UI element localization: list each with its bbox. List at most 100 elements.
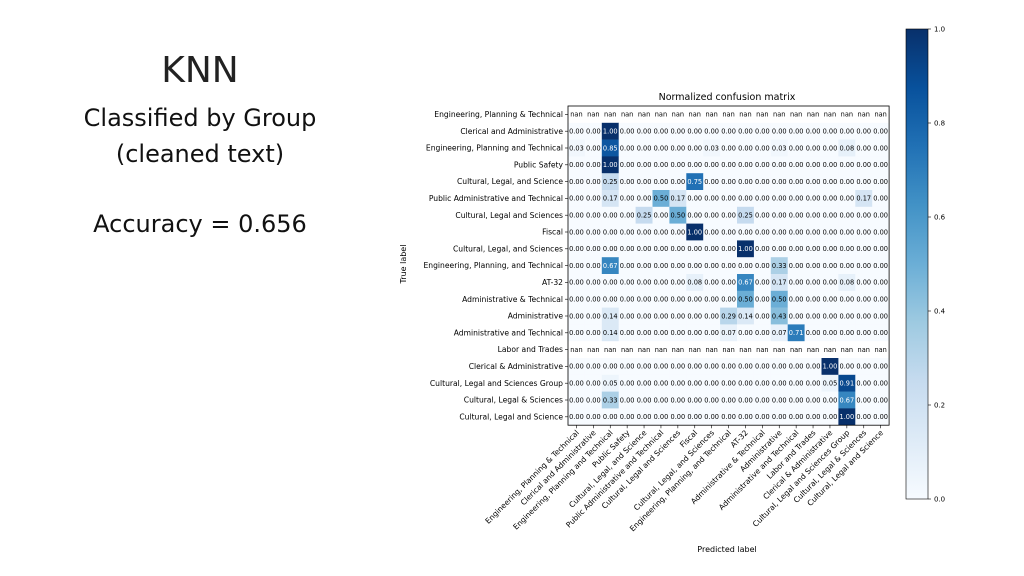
cell-value-label: 0.00 [772, 228, 787, 236]
cell-value-label: nan [587, 346, 599, 354]
cell-value-label: 0.25 [603, 178, 618, 186]
matrix-cell [753, 190, 772, 208]
cell-value-label: 0.00 [654, 413, 669, 421]
matrix-cell [703, 223, 721, 241]
cell-value-label: 0.00 [620, 161, 635, 169]
cell-value-label: 0.00 [789, 161, 804, 169]
cell-value-label: 0.00 [823, 245, 838, 253]
matrix-cell [855, 274, 873, 292]
cell-value-label: 0.00 [654, 329, 669, 337]
matrix-cell [601, 307, 619, 325]
cell-value-label: 0.00 [671, 296, 686, 304]
cell-value-label: 0.00 [721, 245, 736, 253]
matrix-cell [787, 257, 805, 275]
cell-value-label: 0.67 [840, 396, 855, 404]
cell-value-label: 0.00 [586, 228, 601, 236]
cell-value-label: nan [756, 111, 768, 119]
cell-value-label: 0.00 [738, 262, 753, 270]
cell-value-label: 0.50 [738, 296, 753, 304]
matrix-cell [821, 341, 839, 359]
matrix-cell [635, 240, 653, 258]
cell-value-label: 0.00 [687, 396, 702, 404]
cell-value-label: 0.00 [772, 245, 787, 253]
matrix-cell [770, 122, 788, 140]
cell-value-label: 0.00 [755, 144, 770, 152]
y-tick-label: Public Safety [514, 160, 564, 169]
matrix-cell [618, 139, 636, 157]
matrix-cell [703, 408, 721, 426]
cell-value-label: 0.00 [856, 144, 871, 152]
cell-value-label: 0.43 [772, 312, 787, 320]
matrix-cell [855, 358, 873, 376]
matrix-cell [584, 374, 603, 392]
cell-value-label: 0.00 [873, 396, 888, 404]
matrix-cell [720, 257, 738, 275]
cell-value-label: 0.00 [789, 380, 804, 388]
matrix-cell [686, 139, 704, 157]
matrix-cell [753, 156, 772, 174]
matrix-cell [804, 290, 822, 308]
cell-value-label: nan [773, 111, 785, 119]
y-tick-label: Cultural, Legal, and Sciences [453, 244, 563, 253]
cell-value-label: 0.00 [721, 363, 736, 371]
cell-value-label: nan [824, 346, 836, 354]
cell-value-label: nan [570, 346, 582, 354]
cell-value-label: 0.67 [738, 279, 753, 287]
matrix-cell [669, 139, 687, 157]
matrix-cell [652, 206, 670, 224]
matrix-cell [686, 106, 704, 124]
cell-value-label: 0.00 [789, 262, 804, 270]
cell-value-label: 0.00 [654, 279, 669, 287]
cell-value-label: 0.00 [856, 178, 871, 186]
cell-value-label: 0.00 [687, 296, 702, 304]
matrix-cell [753, 122, 772, 140]
cell-value-label: 0.00 [873, 380, 888, 388]
cell-value-label: 0.00 [738, 128, 753, 136]
matrix-cell [770, 274, 788, 292]
cell-value-label: 0.00 [586, 161, 601, 169]
matrix-cell [703, 106, 721, 124]
cell-value-label: nan [874, 111, 886, 119]
cell-value-label: 0.00 [873, 279, 888, 287]
matrix-cell [872, 391, 890, 409]
cell-value-label: 0.00 [840, 128, 855, 136]
matrix-cell [568, 307, 586, 325]
cell-value-label: 1.00 [823, 363, 838, 371]
matrix-cell [703, 139, 721, 157]
matrix-cell [855, 307, 873, 325]
matrix-cell [686, 156, 704, 174]
matrix-cell [686, 274, 704, 292]
matrix-cell [855, 206, 873, 224]
matrix-cell [584, 139, 603, 157]
cell-value-label: 0.00 [586, 312, 601, 320]
matrix-cell [584, 391, 603, 409]
cell-value-label: 0.00 [671, 396, 686, 404]
matrix-cell [703, 307, 721, 325]
matrix-cell [770, 391, 788, 409]
cell-value-label: 0.08 [840, 144, 855, 152]
matrix-cell [669, 240, 687, 258]
cell-value-label: 0.00 [806, 262, 821, 270]
cell-value-label: 0.00 [873, 329, 888, 337]
matrix-cell [872, 274, 890, 292]
matrix-cell [787, 341, 805, 359]
matrix-cell [618, 240, 636, 258]
cell-value-label: 0.00 [671, 144, 686, 152]
matrix-cell [601, 358, 619, 376]
cell-value-label: nan [655, 111, 667, 119]
matrix-cell [770, 290, 788, 308]
matrix-cell [770, 257, 788, 275]
matrix-cell [855, 173, 873, 191]
cell-value-label: 0.00 [637, 228, 652, 236]
cell-value-label: 1.00 [603, 128, 618, 136]
matrix-cell [787, 223, 805, 241]
cell-value-label: 0.00 [637, 363, 652, 371]
cell-value-label: 0.00 [687, 195, 702, 203]
cell-value-label: 0.00 [772, 413, 787, 421]
matrix-cell [720, 240, 738, 258]
cell-value-label: 0.00 [671, 262, 686, 270]
cell-value-label: 0.00 [586, 128, 601, 136]
matrix-cell [737, 173, 755, 191]
matrix-cell [787, 324, 805, 342]
cell-value-label: 0.00 [654, 228, 669, 236]
